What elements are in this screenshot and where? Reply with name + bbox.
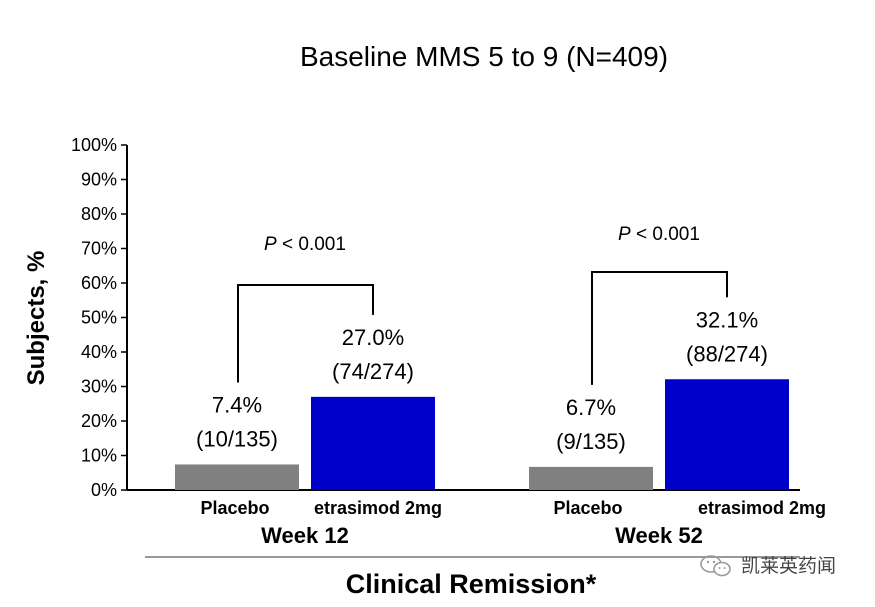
y-tick-label: 50% [81, 308, 117, 328]
y-axis-label: Subjects, % [23, 251, 50, 386]
x-axis-label: Clinical Remission* [346, 569, 597, 599]
bars [175, 379, 789, 490]
significance-bracket [237, 284, 374, 383]
p-value-italic: P [264, 234, 277, 255]
y-tick-label: 60% [81, 273, 117, 293]
placebo-bar-week12 [175, 464, 299, 490]
p-value-italic: P [618, 224, 631, 245]
data-label-percent: 6.7% [566, 395, 616, 420]
category-label: etrasimod 2mg [314, 498, 442, 518]
y-tick-label: 10% [81, 446, 117, 466]
category-label: etrasimod 2mg [698, 498, 826, 518]
wechat-icon [700, 555, 731, 577]
group-label: Week 52 [615, 523, 703, 548]
y-tick-label: 20% [81, 411, 117, 431]
watermark: 凯莱英药闻 [700, 555, 836, 577]
placebo-bar-week52 [529, 466, 653, 490]
group-label: Week 12 [261, 523, 349, 548]
p-value-label: P < 0.001 [618, 224, 700, 245]
data-label-percent: 7.4% [212, 392, 262, 417]
significance-brackets: P < 0.001 P < 0.001 [237, 224, 728, 385]
significance-bracket [591, 271, 728, 385]
y-axis: 0% 10% 20% 30% 40% 50% 60% 70% 80% 90% 100% [71, 135, 800, 500]
data-label-count: (88/274) [686, 341, 768, 366]
etrasimod-bar-week52 [665, 379, 789, 490]
chart-title: Baseline MMS 5 to 9 (N=409) [300, 41, 668, 72]
category-label: Placebo [200, 498, 269, 518]
p-value-text: < 0.001 [277, 234, 346, 255]
y-tick-label: 100% [71, 135, 117, 155]
data-label-count: (74/274) [332, 359, 414, 384]
y-tick-label: 90% [81, 170, 117, 190]
category-label: Placebo [553, 498, 622, 518]
data-label-count: (9/135) [556, 429, 626, 454]
etrasimod-bar-week12 [311, 396, 435, 490]
y-tick-label: 30% [81, 377, 117, 397]
data-label-percent: 32.1% [696, 307, 758, 332]
x-category-labels: Placebo etrasimod 2mg Week 12 Placebo etrasi… [200, 498, 826, 548]
y-tick-label: 40% [81, 342, 117, 362]
p-value-text: < 0.001 [631, 224, 700, 245]
data-label-percent: 27.0% [342, 325, 404, 350]
y-tick-label: 80% [81, 204, 117, 224]
p-value-label: P < 0.001 [264, 234, 346, 255]
watermark-text: 凯莱英药闻 [741, 555, 836, 577]
data-label-count: (10/135) [196, 426, 278, 451]
data-labels: 7.4% (10/135) 27.0% (74/274) 6.7% (9/135) 32.1… [196, 307, 768, 454]
y-tick-label: 0% [91, 480, 117, 500]
y-tick-label: 70% [81, 239, 117, 259]
